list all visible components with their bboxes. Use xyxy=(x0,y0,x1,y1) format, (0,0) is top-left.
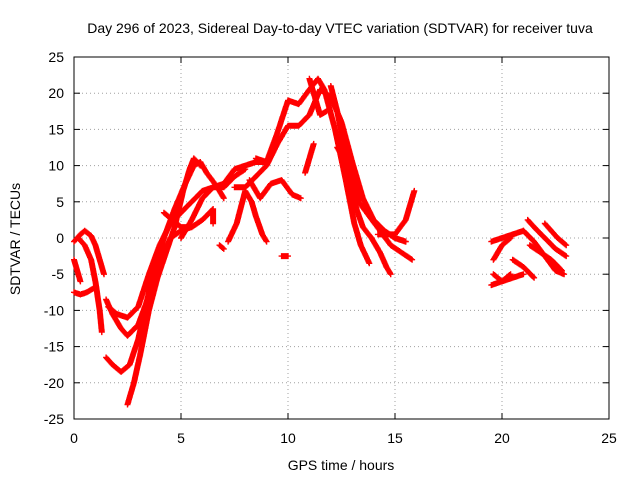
data-point-markers xyxy=(246,177,304,202)
y-tick-label: -5 xyxy=(52,266,65,282)
y-tick-label: -20 xyxy=(44,375,64,391)
data-point-markers xyxy=(105,166,249,321)
data-point-markers xyxy=(302,140,317,176)
data-point-markers xyxy=(520,227,568,278)
y-tick-label: 15 xyxy=(48,121,64,137)
series-track-24 xyxy=(490,235,514,263)
y-tick-label: -10 xyxy=(44,302,64,318)
x-tick-label: 25 xyxy=(601,430,617,446)
data-point-markers xyxy=(216,242,227,252)
x-tick-label: 15 xyxy=(387,430,403,446)
series-track-22 xyxy=(381,227,409,245)
x-axis-label: GPS time / hours xyxy=(288,457,395,473)
data-point-markers xyxy=(334,144,416,263)
series-track-18 xyxy=(306,75,330,118)
data-point-markers xyxy=(490,271,514,285)
data-point-markers xyxy=(509,256,538,281)
y-tick-label: -25 xyxy=(44,411,64,427)
series-track-31 xyxy=(541,220,570,249)
y-tick-label: 5 xyxy=(56,194,64,210)
x-tick-label: 20 xyxy=(494,430,510,446)
data-point-markers xyxy=(71,256,84,285)
data-point-markers xyxy=(225,187,270,245)
data-point-markers xyxy=(124,155,204,408)
data-point-markers xyxy=(490,235,514,263)
data-point-markers xyxy=(278,253,291,260)
x-tick-label: 0 xyxy=(70,430,78,446)
series-track-23 xyxy=(488,227,527,245)
series-track-6 xyxy=(105,166,249,321)
series-track-3 xyxy=(71,284,99,298)
y-tick-label: 10 xyxy=(48,158,64,174)
x-tick-label: 5 xyxy=(177,430,185,446)
axis-ticks: 0 5 10 15 20 25 -25 -20 -15 -10 -5 0 5 10 15 20 25 xyxy=(44,49,617,446)
data-points xyxy=(71,75,570,408)
data-point-markers xyxy=(252,75,373,267)
series-track-15 xyxy=(246,177,304,202)
data-point-markers xyxy=(488,227,527,245)
series-track-16 xyxy=(278,253,291,260)
chart-title: Day 296 of 2023, Sidereal Day-to-day VTE… xyxy=(87,20,593,36)
data-point-markers xyxy=(306,75,330,118)
series-track-4 xyxy=(71,256,84,285)
series-track-30 xyxy=(520,227,568,278)
series-track-26 xyxy=(490,271,514,285)
data-point-markers xyxy=(524,216,570,260)
data-point-markers xyxy=(71,284,99,298)
y-tick-label: 25 xyxy=(48,49,64,65)
y-tick-label: -15 xyxy=(44,339,64,355)
data-point-markers xyxy=(178,159,270,241)
y-tick-label: 20 xyxy=(48,85,64,101)
series-track-2 xyxy=(75,235,105,336)
data-point-markers xyxy=(541,220,570,249)
series-track-14 xyxy=(252,75,373,267)
series-track-11 xyxy=(216,242,227,252)
data-point-markers xyxy=(381,227,409,245)
series-track-10 xyxy=(178,159,270,241)
x-tick-label: 10 xyxy=(280,430,296,446)
data-point-markers xyxy=(75,235,105,336)
y-tick-label: 0 xyxy=(56,230,64,246)
y-axis-label: SDTVAR / TECUs xyxy=(7,183,23,295)
series-track-8 xyxy=(124,155,204,408)
series-track-20 xyxy=(334,144,416,263)
series-track-28 xyxy=(524,216,570,260)
series-track-9 xyxy=(160,206,217,231)
series-track-17 xyxy=(302,140,317,176)
series-track-12 xyxy=(225,187,270,245)
series-track-27 xyxy=(509,256,538,281)
data-point-markers xyxy=(160,206,217,231)
